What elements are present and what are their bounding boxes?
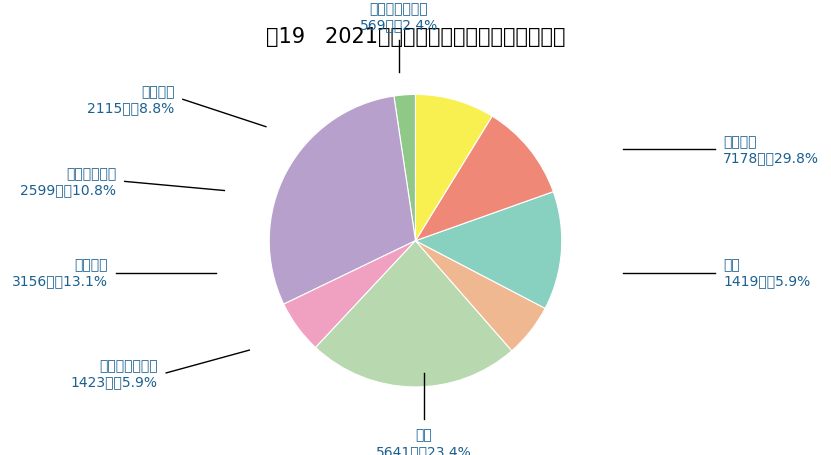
Text: 居住
5641元，23.4%: 居住 5641元，23.4% xyxy=(376,428,472,455)
Wedge shape xyxy=(416,117,553,241)
Text: 图19   2021年全国居民人均消费支出及其构成: 图19 2021年全国居民人均消费支出及其构成 xyxy=(266,27,565,47)
Wedge shape xyxy=(416,241,545,351)
Wedge shape xyxy=(394,95,416,241)
Wedge shape xyxy=(416,95,492,241)
Wedge shape xyxy=(283,241,416,348)
Text: 生活用品及服务
1423元，5.9%: 生活用品及服务 1423元，5.9% xyxy=(71,358,158,388)
Wedge shape xyxy=(316,241,512,387)
Text: 衣着
1419元，5.9%: 衣着 1419元，5.9% xyxy=(723,258,810,288)
Wedge shape xyxy=(269,97,416,304)
Text: 其他用品及服务
569元，2.4%: 其他用品及服务 569元，2.4% xyxy=(360,2,438,32)
Text: 食品烟酒
7178元，29.8%: 食品烟酒 7178元，29.8% xyxy=(723,135,819,165)
Text: 交通通信
3156元，13.1%: 交通通信 3156元，13.1% xyxy=(12,258,108,288)
Text: 教育文化娱乐
2599元，10.8%: 教育文化娱乐 2599元，10.8% xyxy=(20,167,116,197)
Wedge shape xyxy=(416,192,562,308)
Text: 医疗保健
2115元，8.8%: 医疗保健 2115元，8.8% xyxy=(87,85,175,115)
